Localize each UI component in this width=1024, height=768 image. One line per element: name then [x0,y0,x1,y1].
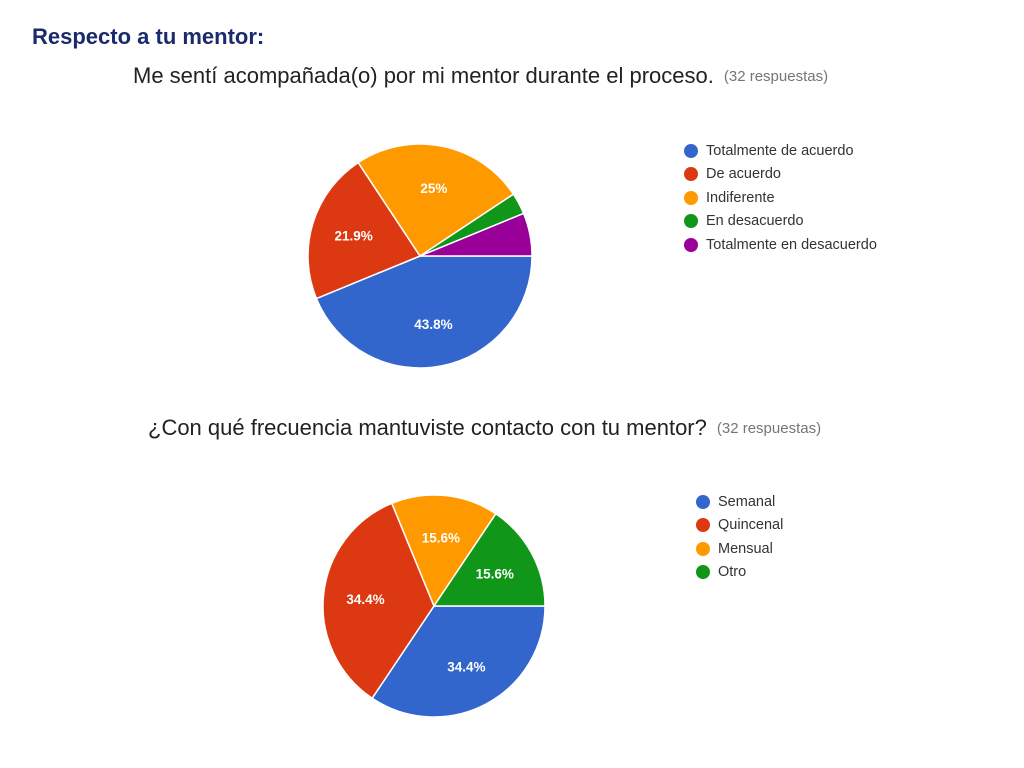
chart-2-legend: Semanal Quincenal Mensual Otro [696,490,783,584]
pie-label-mensual: 15.6% [422,531,460,546]
legend-swatch [684,190,698,205]
chart-2-question: ¿Con qué frecuencia mantuviste contacto … [148,415,707,440]
slide-title: Respecto a tu mentor: [32,24,265,49]
pie-slice-semanal [371,605,546,718]
legend-swatch [696,494,710,509]
pie-slice-totalmente-de-acuerdo [315,255,533,369]
legend-label: En desacuerdo [706,213,804,230]
legend-item-indiferente: Indiferente [684,186,877,210]
chart-2-pie: 34.4% 34.4% 15.6% 15.6% [322,494,546,718]
legend-label: Totalmente en desacuerdo [706,236,877,253]
legend-item-mensual: Mensual [696,537,783,561]
chart-2-title: ¿Con qué frecuencia mantuviste contacto … [148,415,821,441]
chart-2-response-count: (32 respuestas) [716,420,822,437]
legend-label: Quincenal [718,517,784,534]
pie-label-quincenal: 34.4% [346,592,384,607]
chart-1: Me sentí acompañada(o) por mi mentor dur… [133,63,877,369]
legend-item-de-acuerdo: De acuerdo [684,163,877,187]
legend-swatch [696,565,710,580]
chart-1-title: Me sentí acompañada(o) por mi mentor dur… [133,63,828,89]
legend-item-semanal: Semanal [696,490,783,514]
legend-swatch [684,237,698,252]
legend-label: Otro [718,564,747,581]
pie-slice-otro [432,512,546,607]
pie-slice-quincenal [322,502,435,700]
pie-label-semanal: 34.4% [447,660,485,675]
pie-label-otro: 15.6% [476,567,514,582]
pie-slice-indiferente [357,143,515,258]
pie-slice-mensual [390,494,497,608]
legend-item-totalmente-de-acuerdo: Totalmente de acuerdo [684,139,877,163]
legend-swatch [684,143,698,158]
legend-label: De acuerdo [706,166,781,183]
legend-swatch [696,518,710,533]
legend-swatch [684,167,698,182]
legend-item-otro: Otro [696,561,783,585]
chart-1-pie: 43.8% 21.9% 25% [307,143,533,369]
chart-1-question: Me sentí acompañada(o) por mi mentor dur… [133,63,714,88]
legend-item-totalmente-en-desacuerdo: Totalmente en desacuerdo [684,233,877,257]
legend-item-quincenal: Quincenal [696,514,783,538]
legend-label: Indiferente [706,189,775,206]
pie-slice-de-acuerdo [307,161,422,300]
legend-swatch [696,541,710,556]
legend-item-en-desacuerdo: En desacuerdo [684,210,877,234]
chart-1-legend: Totalmente de acuerdo De acuerdo Indiferen… [684,139,877,257]
pie-label-de-acuerdo: 21.9% [334,229,372,244]
chart-1-response-count: (32 respuestas) [723,68,829,85]
legend-label: Semanal [718,493,776,510]
legend-swatch [684,214,698,229]
legend-label: Mensual [718,540,773,557]
pie-label-indiferente: 25% [420,181,447,196]
legend-label: Totalmente de acuerdo [706,142,854,159]
pie-slice-totalmente-en-desacuerdo [419,212,533,257]
pie-label-totalmente-de-acuerdo: 43.8% [414,317,452,332]
